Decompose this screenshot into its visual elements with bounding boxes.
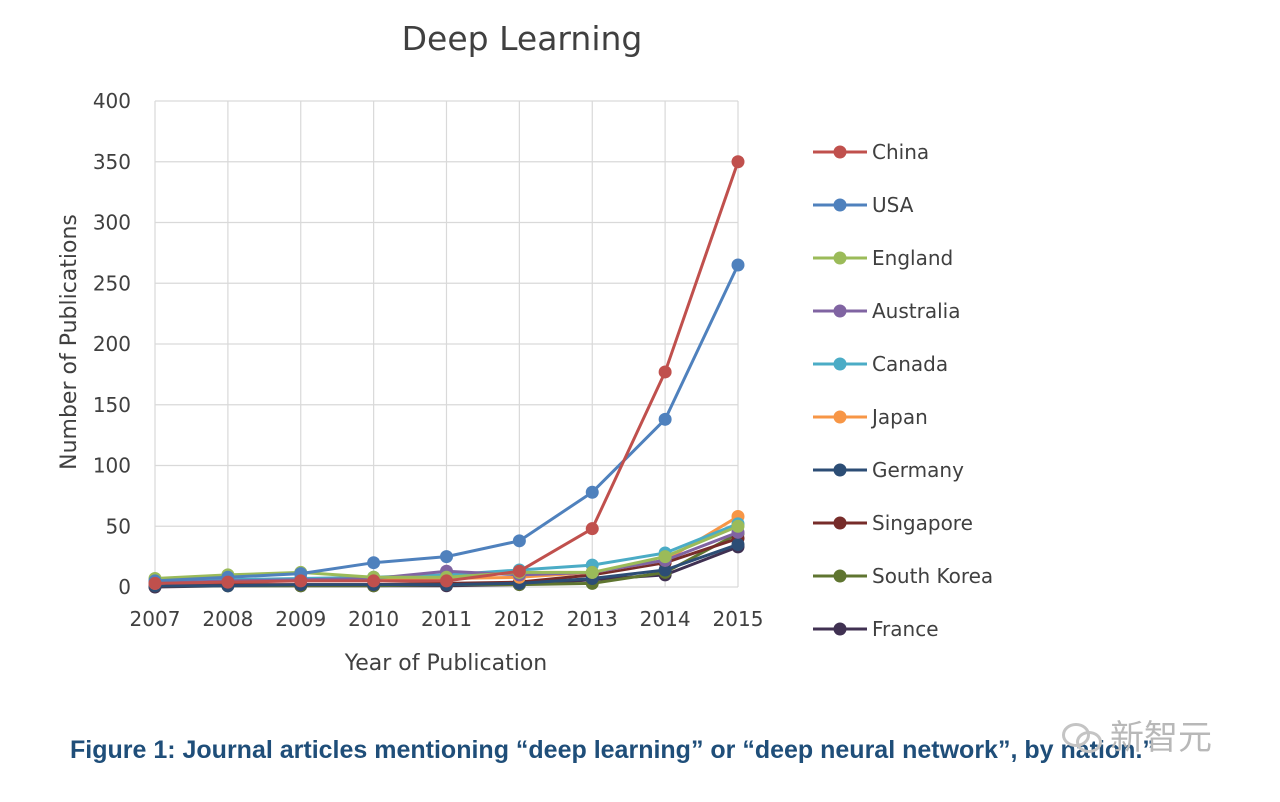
- data-point: [294, 574, 308, 588]
- data-point: [585, 485, 599, 499]
- legend-item: Australia: [813, 299, 960, 323]
- y-tick-label: 250: [93, 271, 131, 295]
- x-tick-label: 2007: [130, 607, 181, 631]
- legend: China USA England Australia Canada Japan Germa…: [813, 140, 993, 641]
- data-point: [440, 574, 453, 588]
- legend-marker: [833, 410, 847, 424]
- data-point: [658, 365, 672, 379]
- y-tick-label: 400: [93, 89, 131, 113]
- watermark: 新智元: [1060, 710, 1212, 759]
- figure-caption: Figure 1: Journal articles mentioning “d…: [70, 736, 1155, 764]
- data-point: [148, 576, 162, 590]
- legend-item: England: [813, 246, 953, 270]
- y-tick-label: 100: [93, 454, 131, 478]
- legend-label: Australia: [872, 299, 960, 323]
- legend-item: China: [813, 140, 929, 164]
- legend-item: Germany: [813, 458, 964, 482]
- legend-marker: [833, 304, 847, 318]
- data-point: [658, 563, 672, 577]
- data-point: [731, 537, 745, 551]
- grid: [154, 100, 739, 588]
- x-tick-label: 2008: [202, 607, 253, 631]
- legend-label: Japan: [870, 405, 928, 429]
- legend-item: Japan: [813, 405, 928, 429]
- x-axis-label: Year of Publication: [344, 651, 548, 676]
- series-lines: [148, 155, 745, 594]
- y-tick-label: 200: [93, 332, 131, 356]
- x-tick-label: 2010: [348, 607, 399, 631]
- x-tick-label: 2012: [494, 607, 545, 631]
- legend-item: Canada: [813, 352, 948, 376]
- legend-label: France: [872, 617, 939, 641]
- x-tick-label: 2009: [275, 607, 326, 631]
- legend-marker: [833, 251, 847, 265]
- series-china: [148, 155, 745, 590]
- data-point: [731, 258, 745, 272]
- data-point: [221, 575, 235, 589]
- y-tick-label: 0: [118, 575, 131, 599]
- legend-marker: [833, 569, 847, 583]
- x-tick-label: 2014: [640, 607, 691, 631]
- legend-item: USA: [813, 193, 914, 217]
- y-axis-label: Number of Publications: [57, 214, 82, 470]
- data-point: [367, 574, 381, 588]
- legend-marker: [833, 198, 847, 212]
- data-point: [585, 565, 599, 579]
- data-point: [367, 556, 381, 570]
- legend-item: Singapore: [813, 511, 973, 535]
- legend-label: England: [872, 246, 953, 270]
- data-point: [585, 522, 599, 536]
- legend-label: Singapore: [872, 511, 973, 535]
- data-point: [658, 550, 672, 564]
- legend-label: USA: [872, 193, 914, 217]
- data-point: [658, 412, 672, 426]
- legend-marker: [833, 357, 847, 371]
- legend-label: China: [872, 140, 929, 164]
- legend-marker: [833, 145, 847, 159]
- x-axis-ticks: 2007 2008 2009 2010 2011 2012 2013 2014 2015: [130, 607, 764, 631]
- legend-item: France: [813, 617, 939, 641]
- y-tick-label: 150: [93, 393, 131, 417]
- legend-item: South Korea: [813, 564, 993, 588]
- legend-marker: [833, 463, 847, 477]
- legend-label: Canada: [872, 352, 948, 376]
- data-point: [731, 519, 745, 533]
- watermark-text: 新智元: [1110, 718, 1212, 758]
- x-tick-label: 2013: [567, 607, 618, 631]
- data-point: [512, 534, 526, 548]
- x-tick-label: 2011: [421, 607, 472, 631]
- data-point: [512, 564, 526, 578]
- legend-label: Germany: [872, 458, 964, 482]
- chart-title: Deep Learning: [402, 19, 643, 58]
- wechat-logo-icon: [1060, 719, 1104, 753]
- data-point: [731, 155, 745, 169]
- data-point: [440, 550, 453, 564]
- legend-marker: [833, 622, 847, 636]
- y-axis-ticks: 0 50 100 150 200 250 300 350 400: [93, 89, 131, 599]
- x-tick-label: 2015: [713, 607, 764, 631]
- y-tick-label: 350: [93, 150, 131, 174]
- y-tick-label: 50: [106, 514, 131, 538]
- y-tick-label: 300: [93, 211, 131, 235]
- legend-label: South Korea: [872, 564, 993, 588]
- legend-marker: [833, 516, 847, 530]
